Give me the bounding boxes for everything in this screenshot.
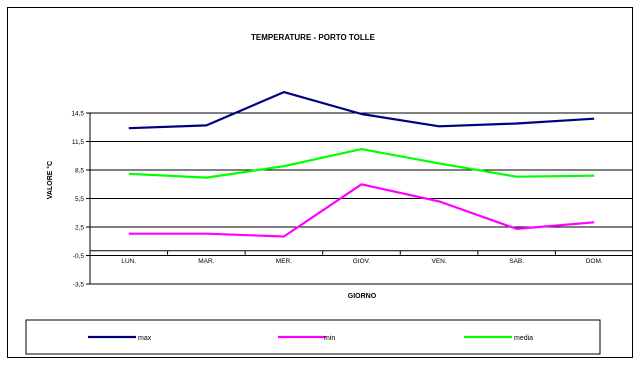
y-tick-label: 14,5 [71, 111, 84, 118]
y-tick-label: -0,5 [73, 253, 85, 260]
x-tick-label: GIOV. [353, 258, 371, 265]
plot-area [90, 112, 632, 285]
x-tick-label: LUN. [121, 258, 136, 265]
series-line-max [128, 90, 595, 130]
chart-frame: TEMPERATURE - PORTO TOLLE -3,5 -0,5 2,5 5,5… [7, 7, 633, 358]
x-tick-label: DOM. [586, 258, 603, 265]
x-tick-label: VEN. [431, 258, 446, 265]
y-axis-label: VALORE °C [46, 161, 54, 199]
y-tick-label: 11,5 [72, 139, 85, 146]
x-tick-label: MER. [276, 258, 292, 265]
legend-label-media: media [514, 335, 533, 342]
legend: max min media [25, 319, 601, 355]
legend-label-min: min [324, 335, 335, 342]
y-tick-label: 5,5 [75, 196, 84, 203]
series-lines [128, 90, 595, 238]
y-tick-label: 8,5 [75, 168, 84, 175]
line-chart: TEMPERATURE - PORTO TOLLE -3,5 -0,5 2,5 5,5… [25, 33, 632, 355]
y-axis: -3,5 -0,5 2,5 5,5 8,5 11,5 14,5 [71, 111, 91, 289]
x-tick-label: SAB. [509, 258, 524, 265]
x-axis-label: GIORNO [348, 293, 377, 300]
x-tick-label: MAR. [198, 258, 214, 265]
chart-title: TEMPERATURE - PORTO TOLLE [251, 33, 376, 42]
y-tick-label: 2,5 [75, 225, 84, 232]
x-axis: LUN. MAR. MER. GIOV. VEN. SAB. DOM. [89, 250, 632, 265]
legend-label-max: max [138, 335, 152, 342]
y-tick-label: -3,5 [73, 282, 85, 289]
series-line-media [128, 148, 595, 179]
series-line-min [128, 183, 595, 238]
